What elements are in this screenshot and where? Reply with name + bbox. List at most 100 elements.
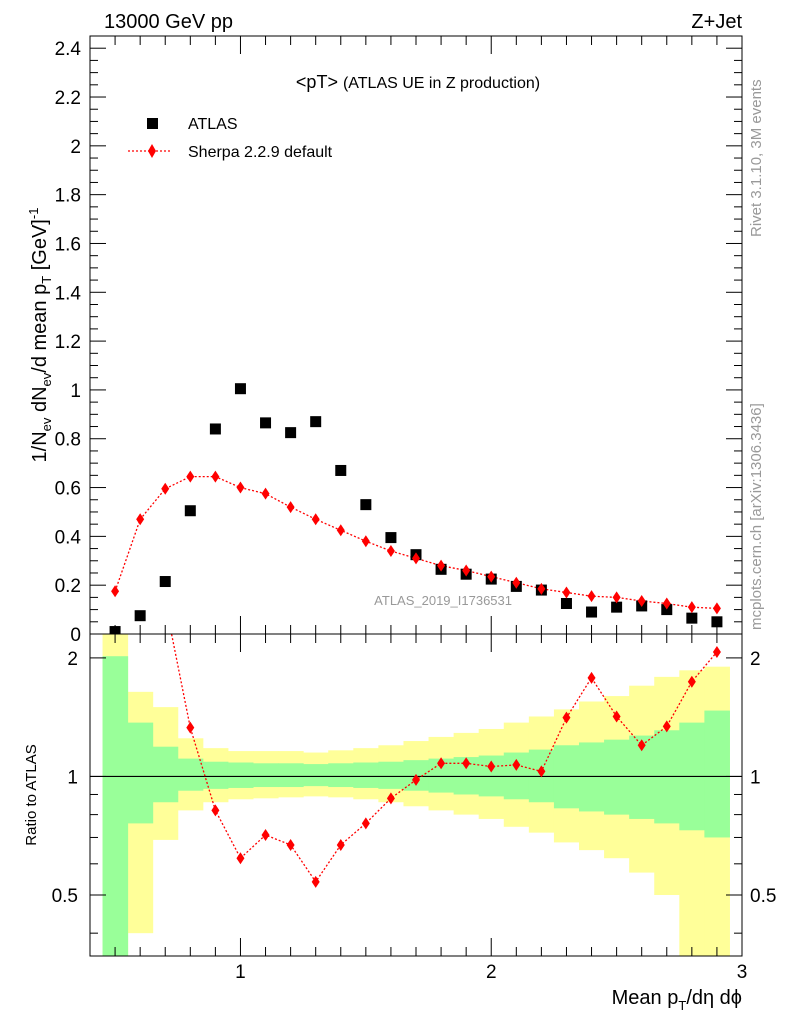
ratio-point (512, 758, 521, 771)
y-tick-label: 0.8 (55, 430, 81, 451)
ratio-points (186, 646, 721, 888)
atlas-point (209, 423, 221, 435)
sherpa-point (286, 501, 295, 514)
sherpa-point (687, 601, 696, 614)
sherpa-point (361, 535, 370, 548)
ratio-point (487, 760, 496, 773)
ratio-panel: 0.5 0.5 1 1 2 2 1 2 3 Ratio to ATLAS Mean pT/dη… (23, 633, 777, 1013)
ratio-point (587, 671, 596, 684)
x-tick-label: 3 (737, 962, 748, 983)
y-tick-label: 1.8 (55, 186, 81, 207)
plot-title-main: <pT> (296, 72, 338, 92)
ratio-point (637, 739, 646, 752)
plot-title-sub: (ATLAS UE in Z production) (343, 75, 540, 92)
atlas-point (661, 604, 673, 616)
rivet-info: Rivet 3.1.10, 3M events (748, 79, 765, 237)
sherpa-point (111, 585, 120, 598)
atlas-point (335, 464, 347, 476)
sherpa-point (462, 564, 471, 577)
sherpa-point (386, 545, 395, 558)
header-right: Z+Jet (691, 11, 742, 33)
ratio-point (286, 838, 295, 851)
sherpa-point (336, 524, 345, 537)
ylabel-part: dN (29, 386, 51, 417)
atlas-point (285, 427, 297, 439)
ratio-point (412, 773, 420, 786)
sherpa-point (612, 591, 621, 604)
y-tick-label: 0 (70, 625, 81, 646)
ratio-point (261, 829, 270, 842)
sherpa-point (712, 602, 721, 615)
band-inner-bin (227, 762, 254, 788)
ratio-point (336, 838, 345, 851)
ylabel-part: [GeV] (29, 219, 51, 276)
band-inner-bin (604, 739, 630, 815)
y-tick-label: 0.4 (55, 527, 82, 548)
sherpa-point (437, 559, 446, 572)
analysis-watermark: ATLAS_2019_I1736531 (374, 593, 512, 608)
ratio-y-tick-label-right: 2 (750, 649, 761, 670)
sherpa-point (537, 582, 546, 595)
ratio-point (186, 721, 195, 734)
sherpa-point (186, 470, 195, 483)
atlas-point (611, 601, 623, 613)
legend-sherpa-marker (148, 144, 156, 158)
sherpa-point (261, 487, 270, 500)
y-tick-label: 1.4 (55, 283, 82, 304)
atlas-point (260, 417, 272, 429)
sherpa-point (637, 595, 646, 608)
y-tick-label: 0.6 (55, 479, 81, 500)
atlas-point (310, 416, 322, 428)
atlas-point (385, 532, 397, 544)
x-tick-label: 1 (235, 962, 246, 983)
ylabel-sup: -1 (26, 208, 41, 220)
ratio-point (662, 720, 671, 733)
sherpa-curve (114, 475, 717, 610)
band-inner-bin (202, 761, 229, 789)
atlas-point (560, 597, 572, 609)
atlas-point (134, 610, 146, 622)
xlabel-part: Mean p (612, 987, 679, 1009)
mcplots-info: mcplots.cern.ch [arXiv:1306.3436] (748, 403, 765, 630)
atlas-point (586, 606, 598, 618)
y-tick-label: 2 (70, 137, 81, 158)
legend: ATLAS Sherpa 2.2.9 default (128, 116, 333, 161)
sherpa-point (136, 513, 145, 526)
main-ticks (89, 36, 743, 635)
ratio-ticks (89, 634, 743, 956)
sherpa-point (161, 482, 170, 495)
band-inner-bin (353, 762, 379, 788)
y-tick-label: 1.6 (55, 234, 81, 255)
xlabel-sub-t: T (678, 998, 686, 1013)
ratio-y-tick-label-left: 1 (67, 767, 78, 788)
ratio-point (236, 852, 245, 865)
atlas-point (360, 499, 372, 511)
band-inner-bin (102, 656, 129, 956)
ratio-y-tick-labels: 0.5 0.5 1 1 2 2 (52, 649, 777, 907)
ratio-point (612, 710, 621, 723)
ratio-point (311, 875, 320, 888)
sherpa-point (211, 470, 220, 483)
sherpa-point (512, 576, 521, 589)
band-inner-bin (278, 763, 304, 788)
band-inner-bin (152, 746, 179, 803)
ratio-y-tick-label-left: 0.5 (52, 886, 78, 907)
band-inner-bin (303, 764, 329, 787)
xlabel-part: /dη dϕ (686, 987, 742, 1009)
ratio-point (211, 804, 220, 817)
band-inner-bin (127, 722, 154, 824)
main-y-axis-label: 1/Nev dNev/d mean pT [GeV]-1 (26, 208, 54, 463)
sherpa-point (562, 586, 571, 599)
ylabel-sub-t: T (39, 276, 54, 284)
atlas-point (234, 383, 246, 395)
ylabel-sub-ev: ev (39, 372, 54, 386)
band-inner-bin (378, 761, 404, 789)
ratio-point (562, 711, 571, 724)
x-tick-label: 2 (486, 962, 497, 983)
sherpa-point (311, 513, 320, 526)
ratio-point (437, 757, 446, 770)
x-axis-label: Mean pT/dη dϕ (612, 987, 742, 1013)
ratio-y-tick-label-left: 2 (67, 649, 78, 670)
band-inner-bin (328, 763, 354, 788)
